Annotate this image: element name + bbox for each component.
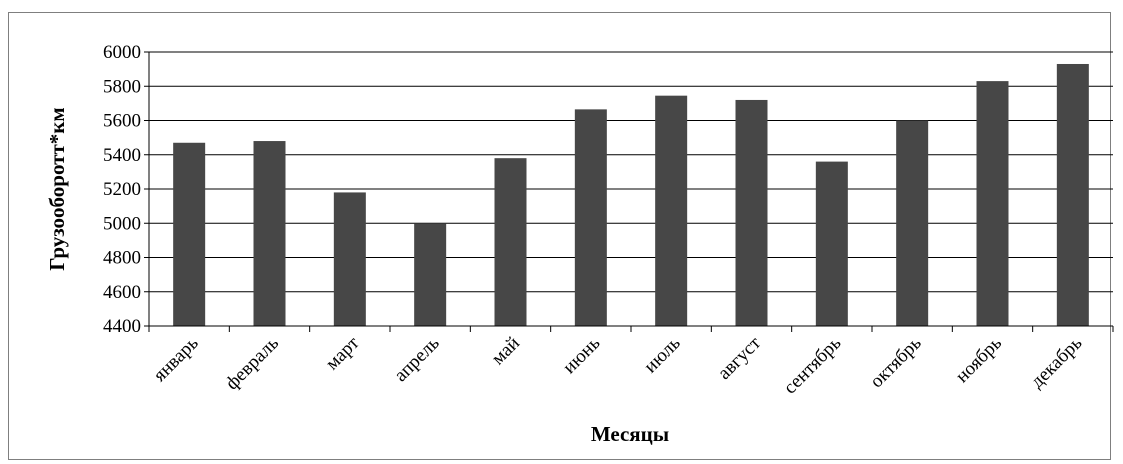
- x-tick-label: март: [322, 332, 364, 374]
- bar-декабрь: [1056, 63, 1089, 327]
- x-tick-label: февраль: [222, 332, 284, 394]
- x-tick-label: ноябрь: [952, 332, 1007, 387]
- axes: [144, 51, 1114, 332]
- y-tick-label: 5200: [103, 179, 141, 200]
- x-tick-label: апрель: [390, 332, 444, 386]
- x-tick-label: январь: [150, 332, 203, 385]
- bar-май: [494, 158, 527, 326]
- x-tick-label: июнь: [559, 332, 605, 378]
- x-tick-label: сентябрь: [780, 332, 846, 398]
- y-axis-title: Грузооборотт*км: [45, 107, 69, 270]
- bar-июнь: [574, 109, 607, 327]
- y-tick-label: 6000: [103, 42, 141, 63]
- x-tick-label: октябрь: [866, 332, 926, 392]
- y-tick-label: 5400: [103, 145, 141, 166]
- bar-июль: [655, 95, 688, 326]
- x-tick-label: декабрь: [1027, 332, 1087, 392]
- y-tick-label: 4400: [103, 316, 141, 337]
- gridlines: [149, 51, 1113, 327]
- bar-октябрь: [896, 120, 929, 326]
- y-tick-label: 5800: [103, 76, 141, 97]
- x-tick-label: июль: [640, 332, 685, 377]
- bar-август: [735, 99, 768, 326]
- x-tick-label: август: [714, 332, 766, 384]
- bar-апрель: [414, 223, 447, 326]
- y-tick-label: 4600: [103, 282, 141, 303]
- y-tick-labels: 4400 4600 4800 5000 5200 5400 5600 5800 6000: [103, 42, 141, 337]
- bar-сентябрь: [815, 161, 848, 326]
- y-tick-label: 5600: [103, 111, 141, 132]
- bar-ноябрь: [976, 81, 1009, 326]
- x-tick-label: май: [488, 333, 524, 369]
- y-tick-label: 4800: [103, 248, 141, 269]
- bar-февраль: [253, 141, 286, 326]
- x-axis-title: Месяцы: [591, 422, 669, 446]
- x-tick-labels: январь февраль март апрель май июнь июль август…: [150, 332, 1087, 398]
- bar-январь: [173, 142, 206, 326]
- bar-март: [333, 192, 366, 326]
- y-tick-label: 5000: [103, 213, 141, 234]
- bars: [173, 63, 1089, 327]
